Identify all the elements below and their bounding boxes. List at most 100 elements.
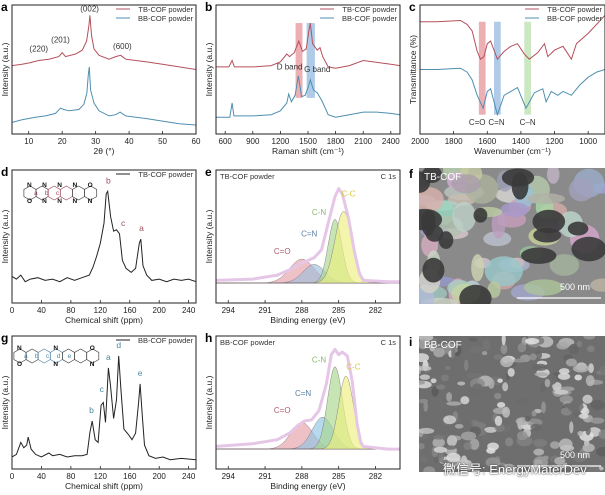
component-peak-c-c	[216, 211, 400, 284]
peak-annotation: a	[139, 223, 144, 233]
panel-letter: h	[205, 331, 212, 345]
highlight-band	[306, 23, 315, 98]
particle	[433, 456, 439, 464]
legend-label: TB-COF powder	[138, 170, 193, 179]
series-line	[12, 189, 196, 283]
x-tick-label: 40	[37, 472, 46, 481]
particle	[493, 354, 503, 360]
particle	[471, 383, 484, 396]
legend-label: BB-COF powder	[547, 14, 603, 23]
site-label: b	[35, 353, 39, 360]
scale-bar-label: 500 nm	[560, 450, 590, 460]
plot-frame	[215, 335, 401, 470]
ring-bond	[84, 185, 98, 201]
particle	[585, 425, 591, 436]
site-label: a	[34, 190, 38, 197]
particle	[529, 353, 537, 361]
particle	[586, 466, 601, 472]
envelope-line	[216, 187, 400, 284]
x-tick-label: 60	[192, 137, 201, 146]
particle	[515, 397, 529, 405]
particle	[432, 434, 445, 440]
series-line	[216, 23, 400, 69]
x-tick-label: 50	[158, 137, 167, 146]
peak-annotation: d	[116, 340, 121, 350]
sem-image-i: BB-COF 500 nm i	[409, 335, 605, 472]
x-axis-label: Chemical shift (ppm)	[65, 481, 143, 491]
plot-frame	[215, 169, 401, 304]
peak-annotation: c	[121, 218, 126, 228]
atom-label: O	[27, 198, 32, 205]
x-tick-label: 80	[66, 472, 75, 481]
legend-label: BB-COF powder	[138, 14, 194, 23]
particle	[485, 457, 501, 468]
atom-label: N	[72, 198, 77, 205]
particle	[583, 336, 596, 340]
particle	[444, 365, 451, 371]
particle	[481, 350, 488, 356]
particle	[423, 466, 436, 472]
particle	[468, 337, 478, 342]
plot-area	[216, 23, 400, 118]
particle	[577, 430, 584, 437]
particle	[438, 451, 445, 463]
peak-annotation: c	[100, 384, 105, 394]
particle	[556, 341, 569, 350]
series-line	[12, 355, 196, 461]
particle	[554, 389, 569, 395]
x-tick-label: 1600	[478, 137, 496, 146]
peak-annotation: D band	[277, 63, 303, 72]
particle	[433, 446, 448, 453]
particle	[454, 423, 464, 429]
chemical-structure-g: N N O O N Na b c d e	[13, 345, 100, 368]
panel-e: 294 291 288 285 282 Binding energy (eV) Intens…	[204, 165, 401, 325]
panel-c: 2000 1800 1600 1400 1200 1000 Wavenumber (cm⁻¹…	[408, 0, 605, 156]
x-tick-label: 291	[258, 306, 272, 315]
particle	[533, 448, 545, 456]
particle	[535, 351, 543, 359]
particle	[505, 437, 514, 447]
site-label: e	[68, 353, 72, 360]
x-tick-label: 1800	[445, 137, 463, 146]
particle	[541, 401, 546, 414]
peak-annotation: e	[138, 368, 143, 378]
particle	[581, 407, 590, 416]
particle	[532, 363, 548, 371]
x-tick-label: 240	[182, 472, 196, 481]
component-label: C=N	[301, 230, 317, 239]
series-line	[420, 14, 605, 61]
x-tick-label: 1500	[299, 137, 317, 146]
particle	[435, 384, 446, 390]
plot-frame	[11, 4, 197, 135]
particle	[494, 423, 505, 433]
particle	[568, 343, 580, 355]
particle	[576, 340, 583, 348]
series-line	[216, 75, 400, 118]
x-tick-label: 288	[295, 472, 309, 481]
plot-area	[420, 14, 605, 117]
particle	[598, 466, 604, 471]
particle	[569, 421, 574, 434]
particle	[496, 402, 506, 408]
x-tick-label: 200	[153, 306, 167, 315]
pore	[422, 257, 445, 283]
peak-annotation: C=O	[469, 118, 486, 127]
particle	[560, 444, 575, 452]
surface-ridge	[590, 278, 605, 292]
particle	[501, 336, 506, 346]
particle	[432, 437, 445, 448]
particle	[599, 365, 605, 376]
x-tick-label: 282	[369, 306, 383, 315]
particle	[565, 358, 577, 367]
particle	[419, 365, 432, 371]
particle	[532, 439, 548, 447]
surface-ridge	[524, 279, 564, 296]
particle	[552, 382, 562, 391]
x-axis-label: Chemical shift (ppm)	[65, 315, 143, 325]
scale-bar-label: 500 nm	[560, 282, 590, 292]
atom-label: N	[42, 198, 47, 205]
x-tick-label: 80	[66, 306, 75, 315]
y-axis-label: Intensity (a.u.)	[204, 42, 214, 96]
plot-frame	[11, 169, 197, 304]
particle	[466, 372, 483, 379]
